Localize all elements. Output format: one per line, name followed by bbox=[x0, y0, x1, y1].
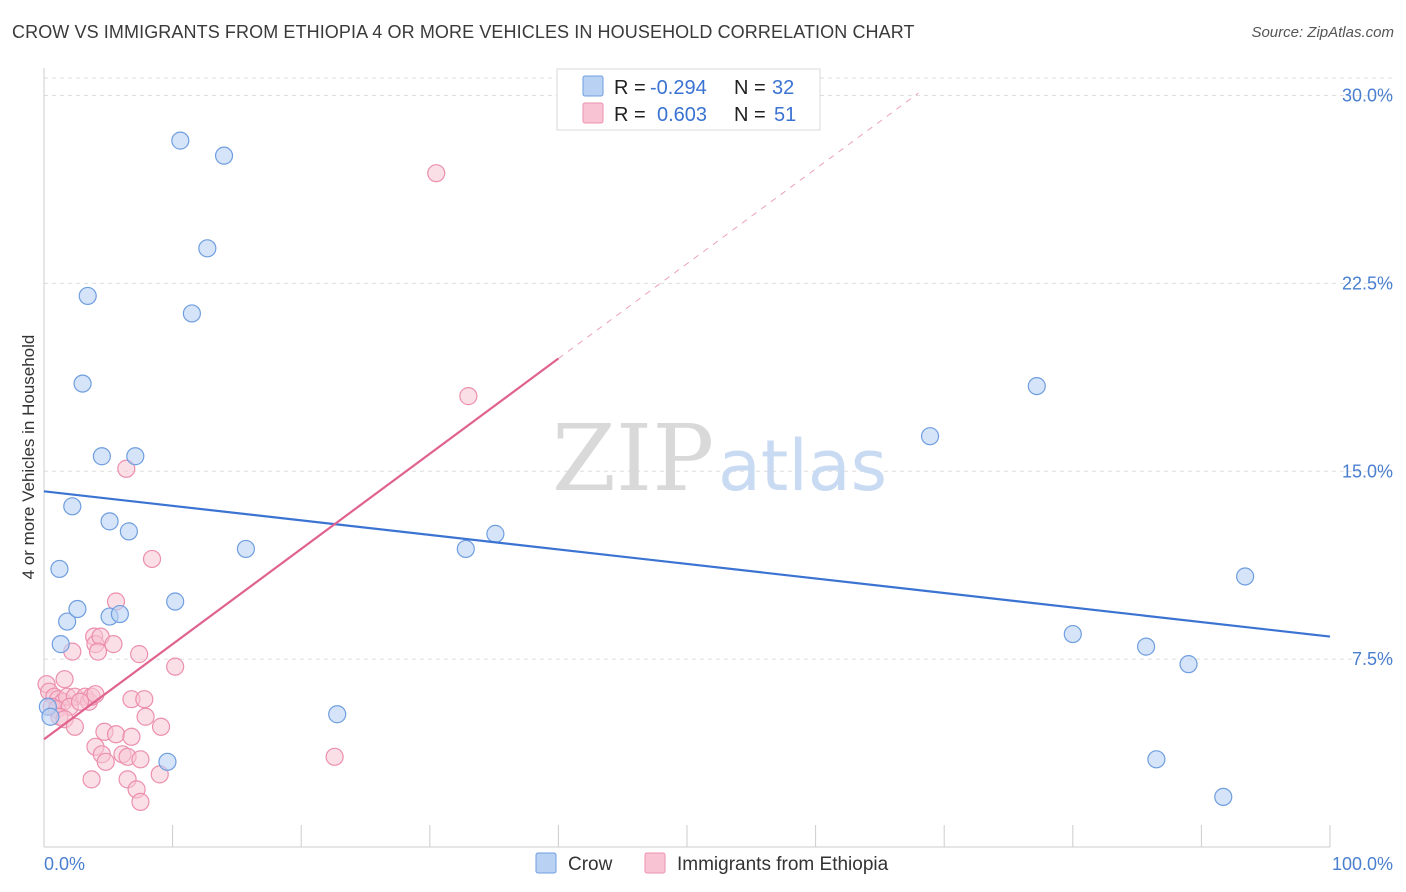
crow-point bbox=[119, 522, 138, 541]
crow-point bbox=[236, 539, 256, 559]
series-ethiopia-points bbox=[37, 164, 478, 812]
y-tick-label: 7.5% bbox=[1352, 649, 1393, 669]
y-tick-label: 22.5% bbox=[1342, 273, 1393, 293]
crow-point bbox=[100, 512, 119, 531]
ethiopia-point bbox=[117, 459, 136, 478]
x-tick-label: 0.0% bbox=[44, 854, 85, 874]
crow-point bbox=[1063, 624, 1082, 644]
ethiopia-point bbox=[142, 549, 162, 569]
crow-point bbox=[486, 524, 505, 543]
legend-r-value-ethiopia: 0.603 bbox=[657, 104, 707, 126]
y-tick-labels: 7.5% 15.0% 22.5% 30.0% bbox=[1342, 86, 1393, 670]
ethiopia-point bbox=[135, 690, 154, 709]
legend-r-label-crow: R = bbox=[614, 77, 646, 99]
ethiopia-trend-extension bbox=[558, 92, 919, 359]
ethiopia-point bbox=[55, 670, 74, 689]
ethiopia-point bbox=[82, 770, 101, 789]
bottom-legend-label-ethiopia: Immigrants from Ethiopia bbox=[677, 854, 889, 875]
bottom-legend-swatch-crow bbox=[535, 852, 557, 874]
source-label: Source: ZipAtlas.com bbox=[1251, 24, 1394, 41]
crow-point bbox=[63, 497, 82, 516]
ethiopia-point bbox=[65, 717, 84, 736]
ethiopia-point bbox=[427, 164, 446, 183]
watermark-atlas: atlas bbox=[718, 425, 887, 507]
ethiopia-point bbox=[459, 387, 478, 406]
crow-point bbox=[1214, 787, 1233, 807]
ethiopia-trend-line bbox=[43, 357, 560, 741]
legend-n-label-ethiopia: N = bbox=[734, 104, 766, 126]
crow-point bbox=[328, 705, 347, 724]
legend-n-value-ethiopia: 51 bbox=[774, 104, 796, 126]
ethiopia-point bbox=[88, 642, 108, 661]
ethiopia-point bbox=[70, 692, 90, 711]
crow-point bbox=[50, 559, 69, 579]
crow-point bbox=[1137, 637, 1156, 656]
ethiopia-point bbox=[166, 657, 185, 676]
watermark: ZIP atlas bbox=[552, 405, 887, 512]
crow-point bbox=[73, 374, 92, 393]
x-tick-label: 100.0% bbox=[1332, 854, 1393, 874]
y-axis-label: 4 or more Vehicles in Household bbox=[19, 335, 38, 580]
crow-point bbox=[1147, 750, 1166, 769]
trend-lines bbox=[43, 92, 1331, 741]
ethiopia-point bbox=[136, 707, 155, 726]
series-legend: Crow Immigrants from Ethiopia bbox=[535, 852, 889, 875]
ethiopia-point bbox=[131, 750, 150, 769]
watermark-zip: ZIP bbox=[552, 405, 714, 512]
crow-point bbox=[171, 131, 190, 150]
x-tick-labels: 0.0% 100.0% bbox=[44, 854, 1393, 874]
legend-n-label-crow: N = bbox=[734, 77, 766, 99]
ethiopia-point bbox=[130, 645, 149, 664]
crow-point bbox=[1179, 655, 1198, 674]
y-tick-label: 15.0% bbox=[1342, 461, 1393, 481]
crow-trend-line bbox=[43, 490, 1331, 638]
series-crow-points bbox=[38, 131, 1255, 807]
crow-point bbox=[1236, 567, 1255, 586]
crow-point bbox=[182, 304, 201, 323]
y-tick-label: 30.0% bbox=[1342, 86, 1393, 106]
crow-point bbox=[78, 286, 97, 306]
crow-point bbox=[214, 146, 234, 165]
legend-r-label-ethiopia: R = bbox=[614, 104, 646, 126]
legend-r-value-crow: -0.294 bbox=[650, 77, 707, 99]
ethiopia-point bbox=[104, 635, 123, 654]
ethiopia-point bbox=[96, 752, 115, 771]
ethiopia-point bbox=[131, 792, 150, 812]
chart-title: CROW VS IMMIGRANTS FROM ETHIOPIA 4 OR MO… bbox=[12, 22, 915, 42]
ethiopia-point bbox=[325, 747, 344, 766]
crow-point bbox=[41, 707, 60, 726]
crow-point bbox=[1027, 377, 1046, 396]
bottom-legend-swatch-ethiopia bbox=[644, 852, 666, 874]
ethiopia-point bbox=[122, 727, 141, 746]
crow-point bbox=[110, 604, 129, 624]
crow-point bbox=[198, 239, 217, 258]
crow-point bbox=[92, 447, 111, 466]
crow-point bbox=[126, 447, 145, 466]
legend-swatch-ethiopia bbox=[582, 102, 604, 124]
grid-lines bbox=[44, 77, 1392, 660]
crow-point bbox=[51, 635, 70, 654]
correlation-legend: R = -0.294 N = 32 R = 0.603 N = 51 bbox=[556, 68, 821, 131]
crow-point bbox=[166, 592, 185, 611]
crow-point bbox=[920, 427, 940, 446]
crow-point bbox=[158, 752, 177, 771]
crow-point bbox=[456, 539, 475, 559]
bottom-legend-label-crow: Crow bbox=[568, 854, 613, 875]
crow-point bbox=[68, 599, 87, 619]
ethiopia-point bbox=[106, 725, 126, 744]
legend-n-value-crow: 32 bbox=[772, 77, 794, 99]
legend-swatch-crow bbox=[582, 75, 604, 97]
crow-point bbox=[58, 612, 77, 631]
ethiopia-point bbox=[151, 717, 171, 736]
